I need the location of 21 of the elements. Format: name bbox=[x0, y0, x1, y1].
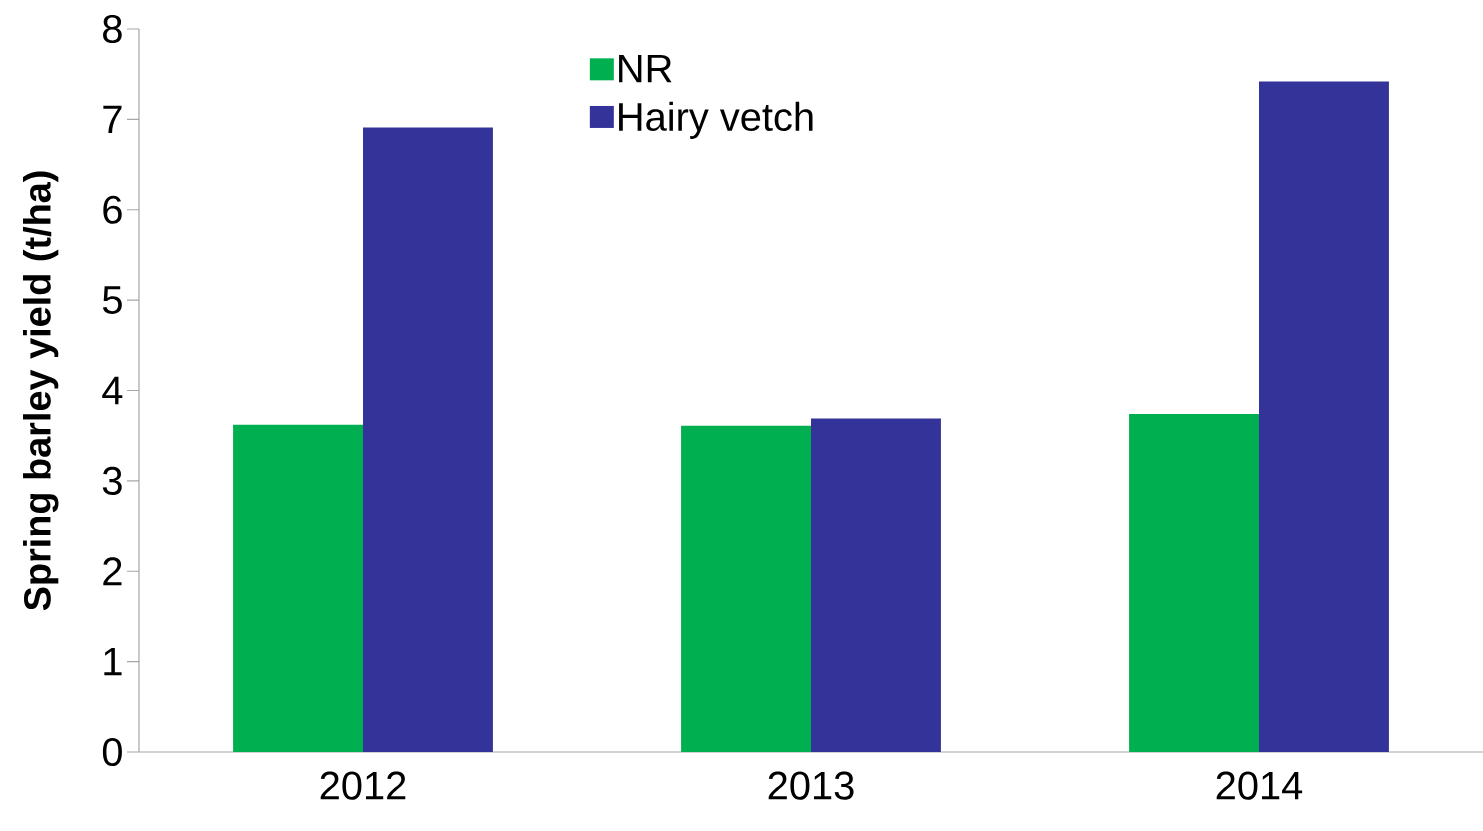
y-tick-label: 7 bbox=[103, 105, 122, 134]
bar bbox=[363, 127, 493, 752]
y-tick-label: 3 bbox=[102, 466, 122, 495]
y-axis-title: Spring barley yield (t/ha) bbox=[23, 171, 59, 611]
x-tick-label: 2012 bbox=[320, 771, 406, 800]
bar bbox=[681, 425, 811, 752]
y-tick-label: 6 bbox=[103, 195, 122, 224]
y-tick-label: 5 bbox=[102, 286, 122, 315]
y-tick-label: 0 bbox=[102, 737, 122, 767]
x-tick-label: 2014 bbox=[1216, 771, 1303, 800]
bar bbox=[811, 418, 941, 752]
y-tick-label: 2 bbox=[103, 557, 122, 586]
x-tick-label: 2013 bbox=[768, 771, 854, 800]
y-tick-label: 8 bbox=[103, 14, 122, 44]
bar bbox=[1259, 81, 1389, 752]
legend-label: Hairy vetch bbox=[619, 101, 813, 139]
y-tick-label: 4 bbox=[102, 376, 123, 405]
y-tick-label: 1 bbox=[104, 647, 122, 676]
bar bbox=[233, 424, 363, 752]
legend-label: NR bbox=[619, 54, 672, 83]
bar bbox=[1129, 414, 1259, 752]
